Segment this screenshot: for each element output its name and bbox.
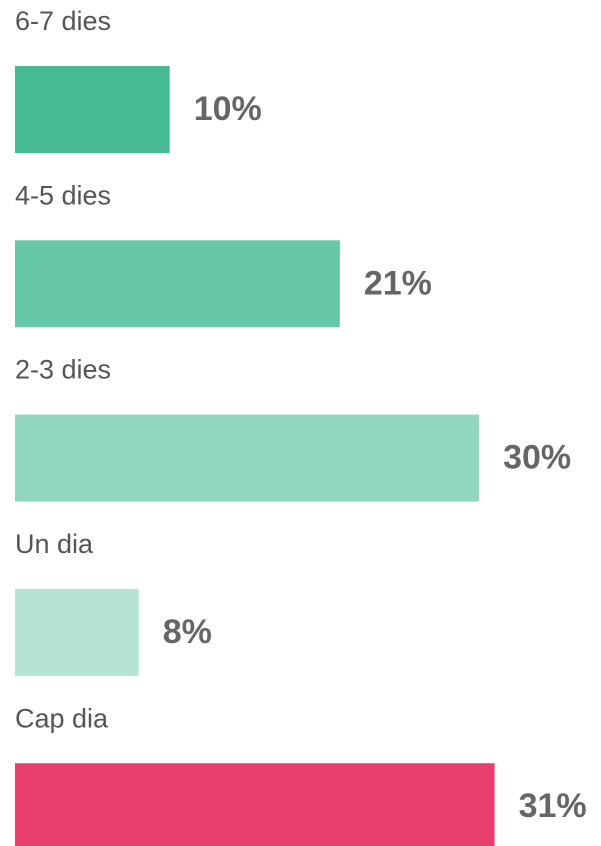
category-label: 4-5 dies [15,180,111,210]
value-label: 30% [503,439,571,477]
value-label: 8% [163,613,212,651]
bar [15,66,170,153]
bar [15,414,480,502]
value-label: 31% [519,787,587,825]
category-label: Cap dia [15,703,109,733]
bar [15,588,139,676]
category-label: Un dia [15,529,94,559]
category-label: 6-7 dies [15,6,111,36]
category-label: 2-3 dies [15,355,111,385]
value-label: 10% [194,90,262,128]
bar [15,240,340,328]
bar [15,763,495,846]
value-label: 21% [364,264,432,302]
